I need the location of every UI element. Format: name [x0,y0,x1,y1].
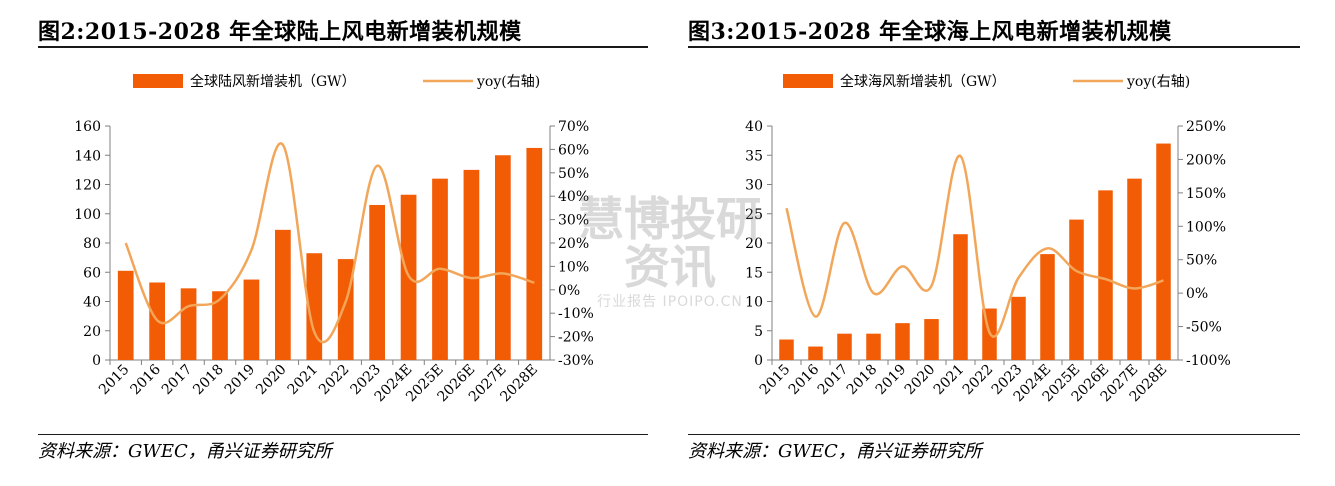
legend-line-label: yoy(右轴) [476,74,540,90]
left-tick-label: 80 [83,236,101,252]
x-tick-label: 2020 [253,362,290,399]
right-tick-label: 200% [1186,152,1226,168]
bar [275,229,291,360]
bar [1011,296,1026,360]
bar [212,291,228,360]
right-tick-label: -100% [1186,353,1231,369]
left-tick-label: 100 [74,207,101,223]
x-tick-label: 2015 [96,362,133,399]
left-tick-label: 10 [745,295,763,311]
title-rule [688,46,1300,48]
bar [1127,178,1142,360]
x-tick-label: 2021 [285,362,322,399]
bar [1098,190,1113,360]
x-tick-label: 2018 [190,362,227,399]
legend-bar-swatch [133,74,183,88]
source-rule [688,434,1300,435]
right-tick-label: -30% [558,353,594,369]
left-tick-label: 20 [83,324,101,340]
left-tick-label: 0 [754,353,763,369]
right-tick-label: 20% [558,236,589,252]
yoy-line [124,142,535,344]
x-tick-label: 2022 [960,362,997,399]
bar [808,346,823,360]
right-tick-label: 10% [558,259,589,275]
bar [866,333,881,360]
right-tick-label: -50% [1186,320,1222,336]
bar [495,155,511,360]
bar [463,169,480,360]
left-tick-label: 40 [83,295,101,311]
right-tick-label: 50% [1186,253,1217,269]
right-tick-label: 150% [1186,186,1226,202]
left-tick-label: 30 [745,178,763,194]
x-tick-label: 2017 [159,362,196,399]
left-tick-label: 5 [754,324,763,340]
figure-title: 图2:2015-2028 年全球陆上风电新增装机规模 [38,19,522,45]
bar [180,288,197,360]
left-tick-label: 20 [745,236,763,252]
bar [1040,254,1055,360]
legend-bar-label: 全球陆风新增装机（GW） [190,73,356,90]
left-tick-label: 35 [745,148,763,164]
bar [895,323,910,360]
bar [306,253,323,360]
x-tick-label: 2019 [222,362,259,399]
bar [117,270,134,360]
chart-offshore: 0 5 10 15 20 25 30 35 40 -100% -50% 0% 50% 100% 150% 20… [745,73,1231,405]
chart-onshore: 0 20 40 60 80 100 120 140 160 -30% -20% -10% 0% 10% 20… [74,73,594,405]
bar [1156,143,1171,360]
x-tick-label: 2016 [786,361,823,398]
figure-panel-offshore: 图3:2015-2028 年全球海上风电新增装机规模 0 5 10 15 20 25 30 3… [688,0,1300,486]
left-tick-label: 120 [74,178,101,194]
left-tick-label: 140 [74,148,101,164]
right-tick-label: 0% [558,283,580,299]
source-rule [38,434,648,435]
bar [526,147,543,360]
figure-title: 图3:2015-2028 年全球海上风电新增装机规模 [688,19,1172,45]
x-tick-label: 2018 [844,362,881,399]
right-tick-label: -10% [558,306,594,322]
right-tick-label: 100% [1186,219,1226,235]
x-tick-label: 2021 [931,362,968,399]
bar [243,279,260,360]
right-tick-label: 30% [558,213,589,229]
left-tick-label: 25 [745,207,763,223]
x-tick-label: 2022 [316,362,353,399]
legend-line-label: yoy(右轴) [1126,74,1190,90]
right-tick-label: 250% [1186,119,1226,135]
left-tick-label: 60 [83,265,101,281]
left-tick-label: 160 [74,119,101,135]
title-rule [38,46,648,48]
right-tick-label: 40% [558,189,589,205]
bar [369,204,385,360]
x-tick-label: 2016 [127,361,164,398]
source-note: 资料来源：GWEC，甬兴证券研究所 [688,441,982,462]
x-tick-label: 2017 [815,362,852,399]
bar [837,333,852,360]
right-tick-label: 70% [558,119,589,135]
x-tick-label: 2019 [873,362,910,399]
right-tick-label: 0% [1186,286,1208,302]
bar [1069,219,1084,360]
right-tick-label: 50% [558,166,589,182]
left-tick-label: 15 [745,265,763,281]
legend-bar-swatch [783,74,833,88]
x-tick-label: 2020 [902,362,939,399]
source-note: 资料来源：GWEC，甬兴证券研究所 [38,441,332,462]
right-tick-label: 60% [558,142,589,158]
legend-bar-label: 全球海风新增装机（GW） [840,73,1006,90]
bar [779,339,794,360]
left-tick-label: 0 [92,353,101,369]
bar [924,319,939,360]
figure-panel-onshore: 图2:2015-2028 年全球陆上风电新增装机规模 0 20 40 60 80 100 1… [38,0,648,486]
left-tick-label: 40 [745,119,763,135]
yoy-line [785,154,1164,338]
bar [953,234,968,360]
right-tick-label: -20% [558,330,594,346]
